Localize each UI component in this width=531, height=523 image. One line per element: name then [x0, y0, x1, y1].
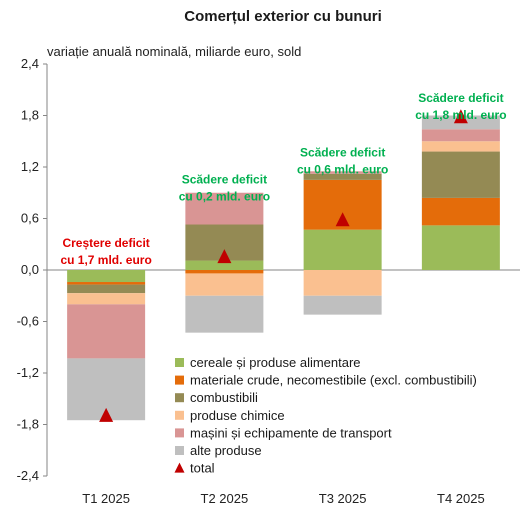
bar-segment [421, 225, 500, 270]
annotation-text: cu 0,6 mld. euro [297, 163, 388, 177]
y-tick-label: 1,8 [21, 108, 39, 123]
y-tick-label: 1,2 [21, 159, 39, 174]
y-tick-label: -1,8 [17, 417, 39, 432]
total-markers [99, 109, 468, 422]
annotations: Creștere deficit cu 1,7 mld. euro Scădere … [60, 91, 506, 267]
legend-swatch [175, 410, 184, 420]
chart-subtitle: variație anuală nominală, miliarde euro,… [47, 44, 301, 59]
y-tick-label: 0,0 [21, 262, 39, 277]
total-marker [335, 212, 350, 227]
legend-label: total [190, 461, 215, 476]
bar-segment [67, 282, 146, 285]
annotation-text: cu 0,2 mld. euro [179, 189, 270, 203]
y-tick-label: -1,2 [17, 365, 39, 380]
x-category-label: T4 2025 [437, 491, 485, 506]
legend-label: cereale și produse alimentare [190, 355, 361, 370]
legend-label: alte produse [190, 443, 262, 458]
x-category-label: T1 2025 [82, 491, 130, 506]
legend-swatch [174, 462, 185, 473]
legend-label: mașini și echipamente de transport [190, 425, 392, 440]
legend-label: materiale crude, necomestibile (excl. co… [190, 373, 477, 388]
y-tick-label: 2,4 [21, 56, 39, 71]
bar-segment [67, 284, 146, 294]
bar-segment [67, 293, 146, 305]
bar-segment [185, 270, 264, 274]
y-tick-label: -0,6 [17, 314, 39, 329]
bar-segment [67, 270, 146, 283]
legend-swatch [175, 393, 184, 403]
bar-segment [303, 173, 382, 180]
total-marker [453, 109, 468, 124]
annotation-text: cu 1,7 mld. euro [60, 253, 151, 267]
annotation-text: Scădere deficit [182, 172, 267, 186]
total-marker [99, 407, 114, 422]
bar-segment [185, 273, 264, 296]
legend-label: produse chimice [190, 408, 285, 423]
bar-segment [421, 197, 500, 226]
annotation-text: cu 1,8 mld. euro [415, 108, 506, 122]
legend-swatch [175, 358, 184, 367]
category-labels: T1 2025 T2 2025 T3 2025 T4 2025 [82, 491, 484, 506]
bar-segment [303, 270, 382, 296]
legend-label: combustibili [190, 390, 258, 405]
legend: cereale și produse alimentare materiale c… [174, 355, 477, 476]
y-tick-label: -2,4 [17, 468, 39, 483]
bar-segment [185, 192, 264, 225]
annotation-text: Creștere deficit [62, 236, 149, 250]
bar-segment [303, 295, 382, 315]
bar-segment [303, 229, 382, 270]
annotation-text: Scădere deficit [300, 146, 385, 160]
annotation-text: Scădere deficit [418, 91, 503, 105]
bar-segments [67, 115, 500, 421]
x-category-label: T2 2025 [201, 491, 249, 506]
bar-segment [421, 151, 500, 198]
y-axis: 2,4 1,8 1,2 0,6 0,0 -0,6 -1,2 -1,8 -2,4 [17, 56, 520, 483]
x-category-label: T3 2025 [319, 491, 367, 506]
legend-swatch [175, 428, 184, 438]
bar-segment [421, 141, 500, 152]
y-tick-label: 0,6 [21, 211, 39, 226]
bar-segment [185, 260, 264, 270]
total-marker [217, 249, 232, 264]
legend-swatch [175, 446, 184, 455]
bar-segment [185, 295, 264, 333]
bar-segment [303, 171, 382, 174]
bar-segment [67, 304, 146, 359]
legend-swatch [175, 375, 184, 385]
chart-title: Comerțul exterior cu bunuri [184, 8, 382, 25]
bar-segment [421, 129, 500, 142]
